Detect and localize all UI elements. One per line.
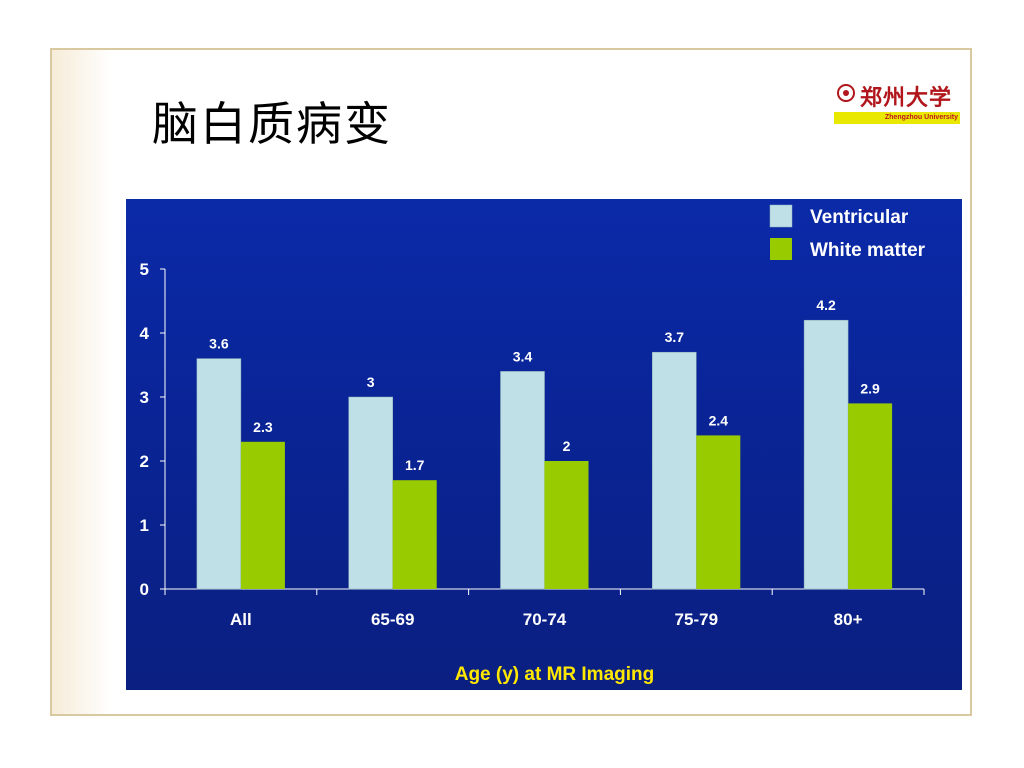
data-label: 3.4	[513, 348, 533, 364]
y-tick-label: 0	[140, 580, 149, 599]
data-label: 1.7	[405, 457, 425, 473]
x-tick-label: 75-79	[675, 610, 718, 629]
data-label: 3.7	[665, 329, 685, 345]
bar-ventricular	[348, 396, 393, 590]
bar-white-matter	[392, 480, 437, 589]
slide-corner-shade	[52, 50, 112, 714]
bar-white-matter	[696, 435, 741, 589]
legend-swatch-ventricular	[769, 204, 793, 228]
data-label: 3.6	[209, 336, 229, 352]
logo-name-cn: 郑州大学	[860, 85, 953, 111]
legend-swatch-white-matter	[770, 238, 792, 260]
logo-name-en: Zhengzhou University	[834, 112, 960, 124]
x-tick-label: 70-74	[523, 610, 567, 629]
y-tick-label: 5	[140, 260, 149, 279]
bar-white-matter	[240, 441, 285, 589]
x-axis-title: Age (y) at MR Imaging	[455, 664, 655, 685]
bar-white-matter	[848, 403, 893, 589]
bar-ventricular	[500, 371, 545, 590]
bar-ventricular	[652, 351, 697, 590]
bar-chart-svg: 0 1 2 3 4 5 3.6 2.3 All 3 1.7 65-69 3.4 2 70-74 3.7 2.4 7…	[140, 204, 926, 685]
university-seal-icon	[837, 84, 855, 102]
bar-ventricular	[196, 358, 242, 590]
bar-chart: 0 1 2 3 4 5 3.6 2.3 All 3 1.7 65-69 3.4 2 70-74 3.7 2.4 7…	[126, 199, 962, 690]
page-title: 脑白质病变	[152, 97, 392, 151]
university-logo: 郑州大学 Zhengzhou University	[832, 82, 960, 126]
x-tick-label: All	[230, 610, 252, 629]
y-tick-label: 2	[140, 452, 149, 471]
data-label: 2	[563, 438, 571, 454]
bar-white-matter	[544, 461, 589, 589]
y-tick-label: 1	[140, 516, 149, 535]
bar-ventricular	[803, 319, 849, 590]
data-label: 4.2	[816, 297, 836, 313]
data-label: 2.4	[709, 412, 729, 428]
y-tick-label: 3	[140, 388, 149, 407]
y-tick-label: 4	[140, 324, 150, 343]
x-tick-label: 65-69	[371, 610, 414, 629]
legend-label: White matter	[810, 240, 926, 261]
legend-label: Ventricular	[810, 207, 909, 228]
x-tick-label: 80+	[834, 610, 863, 629]
data-label: 3	[367, 374, 375, 390]
data-label: 2.9	[860, 380, 880, 396]
data-label: 2.3	[253, 419, 273, 435]
